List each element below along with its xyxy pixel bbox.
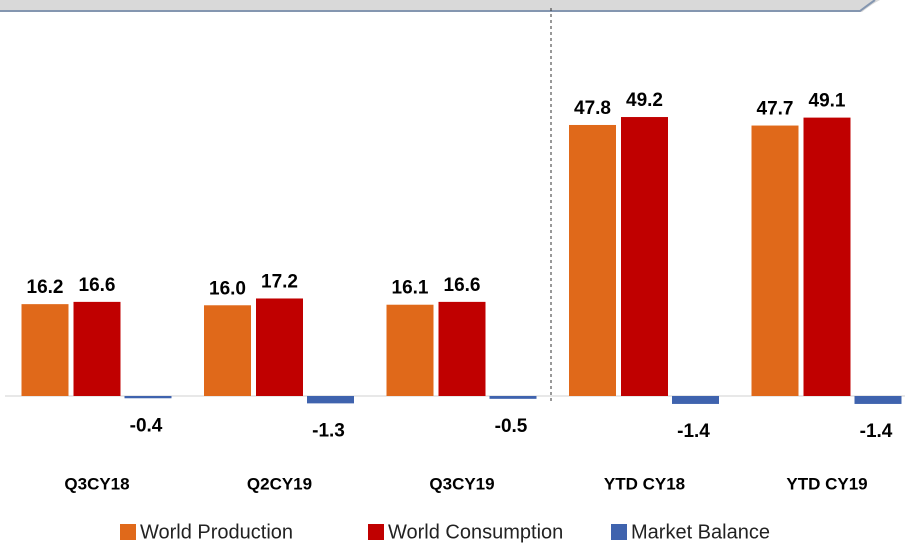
value-label: -1.4 xyxy=(677,421,710,442)
banner xyxy=(0,0,880,12)
x-tick-label: Q2CY19 xyxy=(247,474,312,493)
value-label: -1.4 xyxy=(860,421,893,442)
x-tick-label: YTD CY19 xyxy=(786,474,867,493)
bar xyxy=(256,298,303,396)
bar xyxy=(751,125,799,396)
bar xyxy=(307,396,354,404)
value-label: 17.2 xyxy=(261,271,298,292)
legend-label: World Production xyxy=(140,521,293,543)
banner-edge xyxy=(0,0,876,12)
bar xyxy=(73,301,121,396)
x-tick-label: Q3CY18 xyxy=(64,474,129,493)
bar xyxy=(489,396,537,399)
value-label: -1.3 xyxy=(312,420,345,441)
value-label: 49.1 xyxy=(809,91,846,112)
bar xyxy=(204,305,251,396)
bar xyxy=(438,301,486,396)
bar xyxy=(854,396,902,404)
value-label: 16.1 xyxy=(392,278,429,299)
value-label: 47.7 xyxy=(757,99,794,120)
value-label: 16.0 xyxy=(209,278,246,299)
legend-label: World Consumption xyxy=(388,521,563,543)
value-label: -0.4 xyxy=(130,415,163,436)
bar xyxy=(672,396,719,404)
bar xyxy=(621,117,668,396)
value-label: 16.2 xyxy=(27,277,64,298)
x-tick-label: Q3CY19 xyxy=(429,474,494,493)
value-label: -0.5 xyxy=(495,416,528,437)
bar xyxy=(803,117,851,396)
legend-swatch xyxy=(120,524,136,540)
bar xyxy=(21,304,69,396)
x-tick-label: YTD CY18 xyxy=(604,474,685,493)
bar xyxy=(386,304,434,396)
value-label: 47.8 xyxy=(574,98,611,119)
value-label: 16.6 xyxy=(79,275,116,296)
legend-swatch xyxy=(611,524,627,540)
bar xyxy=(124,396,172,399)
legend-swatch xyxy=(368,524,384,540)
value-label: 16.6 xyxy=(444,275,481,296)
value-label: 49.2 xyxy=(626,90,663,111)
bar xyxy=(569,124,616,396)
legend-label: Market Balance xyxy=(631,521,770,543)
